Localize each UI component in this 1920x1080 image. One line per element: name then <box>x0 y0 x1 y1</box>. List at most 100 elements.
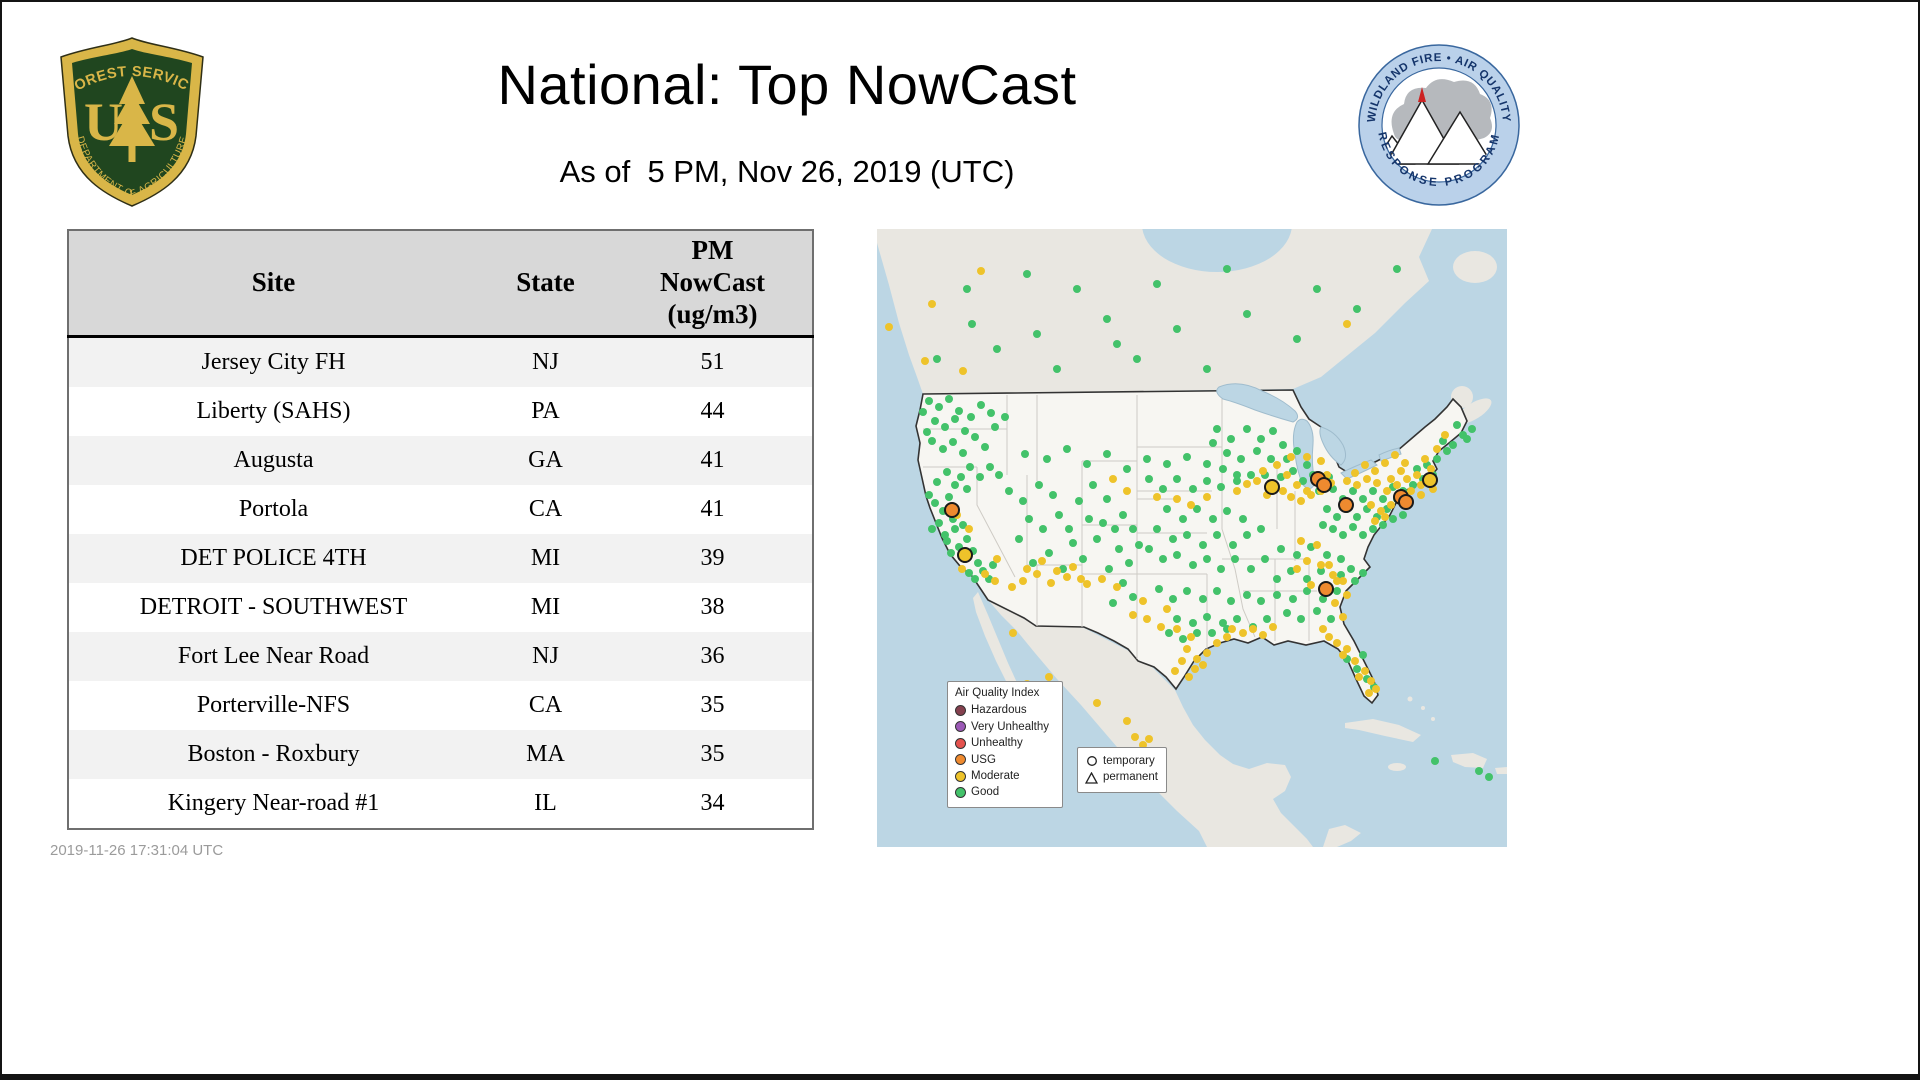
site-cell: Portola <box>238 496 309 522</box>
monitor-dot-good <box>1327 615 1335 623</box>
monitor-dot-moderate <box>885 323 893 331</box>
monitor-dot-good <box>1183 587 1191 595</box>
monitor-dot-moderate <box>1183 645 1191 653</box>
monitor-dot-moderate <box>1093 699 1101 707</box>
table-row: Portola CA 41 <box>68 485 813 534</box>
value-cell: 34 <box>700 790 725 816</box>
monitor-dot-moderate <box>1413 471 1421 479</box>
monitor-dot-moderate <box>1343 320 1351 328</box>
type-legend-item: temporary <box>1085 754 1159 768</box>
monitor-dot-good <box>1021 450 1029 458</box>
monitor-dot-moderate <box>1433 445 1441 453</box>
monitor-dot-good <box>971 575 979 583</box>
monitor-dot-moderate <box>1283 471 1291 479</box>
monitor-dot-good <box>1133 355 1141 363</box>
aqi-label: Hazardous <box>971 704 1027 717</box>
monitor-dot-good <box>1303 461 1311 469</box>
monitor-dot-good <box>1219 465 1227 473</box>
state-cell: MI <box>530 594 561 620</box>
monitor-dot-good <box>1111 525 1119 533</box>
monitor-dot-good <box>1257 435 1265 443</box>
monitor-dot-good <box>1333 587 1341 595</box>
monitor-dot-good <box>1119 511 1127 519</box>
monitor-dot-good <box>1183 531 1191 539</box>
aqi-swatch-icon <box>955 737 966 749</box>
monitor-dot-moderate <box>1287 453 1295 461</box>
nowcast-table-body: Jersey City FH NJ 51 Liberty (SAHS) PA 44 Augu… <box>68 336 813 829</box>
monitor-dot-good <box>1379 521 1387 529</box>
monitor-dot-moderate <box>1083 580 1091 588</box>
monitor-dot-good <box>1223 449 1231 457</box>
monitor-dot-good <box>1203 477 1211 485</box>
monitor-dot-good <box>1303 575 1311 583</box>
monitor-dot-good <box>1233 477 1241 485</box>
monitor-dot-good <box>1125 559 1133 567</box>
monitor-dot-moderate <box>977 267 985 275</box>
monitor-dot-moderate <box>1401 459 1409 467</box>
aqi-swatch-icon <box>955 786 966 798</box>
monitor-dot-good <box>1297 615 1305 623</box>
monitor-dot-moderate <box>1373 479 1381 487</box>
aqi-legend-item: Hazardous <box>955 703 1055 717</box>
monitor-dot-good <box>1453 421 1461 429</box>
monitor-dot-good <box>1443 447 1451 455</box>
monitor-dot-moderate <box>1038 557 1046 565</box>
monitor-dot-moderate <box>1367 501 1375 509</box>
table-row: Boston - Roxbury MA 35 <box>68 730 813 779</box>
monitor-dot-good <box>951 415 959 423</box>
bahamas-1 <box>1407 696 1413 702</box>
monitor-dot-good <box>967 413 975 421</box>
monitor-dot-good <box>1019 497 1027 505</box>
state-cell: NJ <box>532 643 559 669</box>
site-cell: DET POLICE 4TH <box>180 545 367 571</box>
state-cell: CA <box>528 692 563 718</box>
monitor-dot-good <box>1463 435 1471 443</box>
bahamas-3 <box>1431 717 1435 721</box>
monitor-dot-moderate <box>1145 735 1153 743</box>
monitor-dot-good <box>1337 555 1345 563</box>
monitor-dot-moderate <box>1397 467 1405 475</box>
site-cell: Fort Lee Near Road <box>177 643 370 669</box>
monitor-dot-good <box>1389 515 1397 523</box>
header-pm-nowcast: PM NowCast (ug/m3) <box>613 230 813 338</box>
monitor-dot-moderate <box>1171 667 1179 675</box>
aqi-legend-item: Unhealthy <box>955 736 1055 750</box>
monitor-dot-good <box>968 320 976 328</box>
monitor-dot-moderate <box>1297 537 1305 545</box>
table-row: Liberty (SAHS) PA 44 <box>68 387 813 436</box>
monitor-dot-good <box>1279 441 1287 449</box>
monitor-dot-good <box>963 535 971 543</box>
puerto-rico <box>1495 767 1507 774</box>
monitor-dot-moderate <box>1381 459 1389 467</box>
monitor-dot-moderate <box>1098 575 1106 583</box>
monitor-dot-good <box>1317 567 1325 575</box>
monitor-dot-good <box>931 417 939 425</box>
monitor-dot-good <box>1243 591 1251 599</box>
monitor-dot-good <box>1069 539 1077 547</box>
nowcast-table-wrap: Site State PM NowCast (ug/m3) Jersey Cit… <box>67 229 814 830</box>
monitor-dot-good <box>943 537 951 545</box>
monitor-dot-moderate <box>1203 649 1211 657</box>
monitor-dot-good <box>1079 555 1087 563</box>
monitor-dot-moderate <box>1287 493 1295 501</box>
top-site-marker <box>1422 472 1438 488</box>
monitor-dot-moderate <box>1403 475 1411 483</box>
flame-icon <box>1418 87 1426 102</box>
monitor-dot-moderate <box>1223 633 1231 641</box>
monitor-dot-good <box>1169 595 1177 603</box>
monitor-dot-good <box>933 355 941 363</box>
monitor-dot-good <box>1293 335 1301 343</box>
monitor-dot-good <box>963 285 971 293</box>
monitor-dot-moderate <box>1381 513 1389 521</box>
monitor-dot-moderate <box>1053 567 1061 575</box>
monitor-dot-moderate <box>1131 733 1139 741</box>
monitor-dot-moderate <box>1178 657 1186 665</box>
monitor-dot-moderate <box>1243 480 1251 488</box>
monitor-dot-good <box>931 499 939 507</box>
monitor-dot-moderate <box>1355 673 1363 681</box>
monitor-dot-moderate <box>1173 495 1181 503</box>
monitor-dot-moderate <box>1377 507 1385 515</box>
monitor-dot-good <box>1399 511 1407 519</box>
value-cell: 51 <box>700 349 725 375</box>
monitor-dot-good <box>1085 515 1093 523</box>
